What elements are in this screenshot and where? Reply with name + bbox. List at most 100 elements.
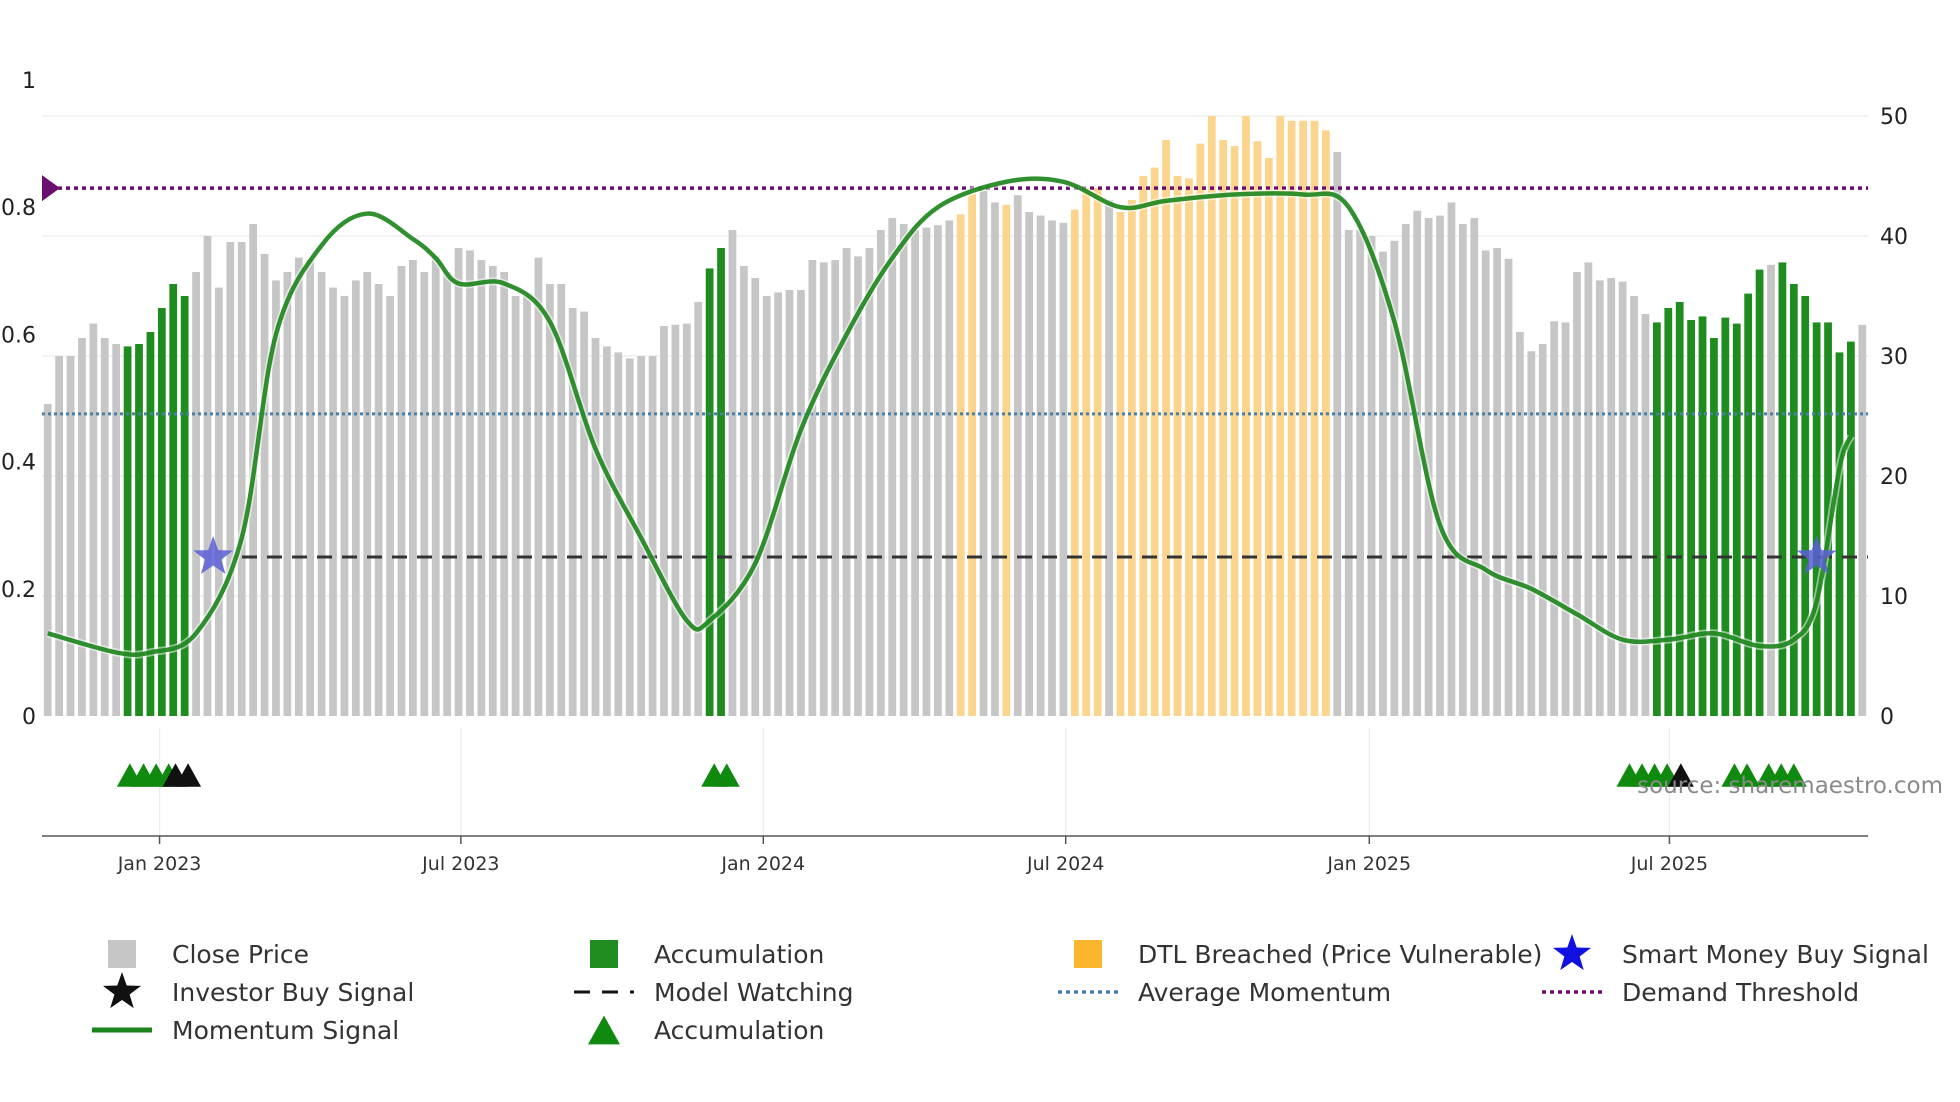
accumulation-bar (1835, 352, 1844, 716)
close-price-bar (1550, 321, 1559, 716)
close-price-bar (1379, 251, 1387, 716)
legend-swatch (102, 972, 142, 1009)
close-price-bar (1481, 250, 1490, 716)
accumulation-bar (1721, 317, 1730, 716)
dtl-breached-bar (1299, 120, 1307, 717)
close-price-bar (591, 338, 600, 716)
close-price-bar (1013, 195, 1022, 716)
accumulation-bar (1687, 320, 1695, 716)
close-price-bar (55, 356, 63, 716)
accumulation-bar (1744, 293, 1753, 716)
close-price-bar (477, 260, 486, 716)
close-price-bar (1344, 230, 1353, 716)
accumulation-bar (1755, 269, 1764, 716)
close-price-bar (603, 346, 611, 716)
close-price-bar (580, 311, 588, 716)
close-price-bar (420, 272, 429, 716)
close-price-bar (991, 202, 999, 716)
accumulation-bar (135, 344, 143, 716)
y-right-tick-label: 30 (1880, 345, 1908, 370)
dtl-breached-bar (1173, 176, 1182, 716)
close-price-bar (306, 260, 315, 716)
accumulation-bar (146, 332, 155, 716)
x-tick-label: Jan 2024 (720, 853, 805, 875)
close-price-bar (1493, 248, 1501, 716)
smart-money-buy-signal-marker (193, 536, 234, 574)
close-price-bar (682, 323, 691, 716)
legend-label: DTL Breached (Price Vulnerable) (1138, 940, 1542, 969)
legend-swatch (1074, 940, 1102, 968)
close-price-bar (797, 290, 805, 716)
close-price-bar (1618, 281, 1627, 716)
momentum-line (46, 174, 1855, 659)
dtl-breached-bar (1002, 204, 1011, 717)
close-price-bar (215, 287, 223, 716)
y-left-tick-label: 0.8 (1, 196, 36, 221)
close-price-bar (979, 190, 988, 716)
dtl-breached-bar (1310, 120, 1319, 717)
legend-label: Average Momentum (1138, 978, 1391, 1007)
legend-label: Accumulation (654, 1016, 824, 1045)
close-price-bar (66, 356, 75, 716)
close-price-bar (1367, 236, 1376, 716)
close-price-bar (1584, 262, 1593, 716)
close-price-bar (876, 230, 885, 716)
close-price-bar (1401, 224, 1410, 716)
legend-label: Demand Threshold (1622, 978, 1859, 1007)
momentum-signal-line (47, 176, 1853, 658)
close-price-bar (397, 266, 406, 716)
close-price-bar (625, 358, 634, 716)
dtl-breached-bar (1287, 120, 1296, 717)
close-price-bar (568, 308, 577, 716)
accumulation-bar (123, 346, 132, 716)
close-price-bar (431, 256, 440, 716)
dtl-breached-bar (1253, 141, 1262, 716)
close-price-bar (614, 352, 623, 716)
close-price-bar (1048, 220, 1056, 716)
legend-label: Investor Buy Signal (172, 978, 414, 1007)
close-price-bar (203, 236, 212, 716)
close-price-bar (340, 296, 349, 716)
dtl-breached-bar (1116, 212, 1125, 716)
dtl-breached-bar (1162, 140, 1171, 716)
close-price-bar (534, 257, 543, 716)
investor-buy-signal-marker (175, 763, 202, 787)
accumulation-bar (1732, 323, 1741, 716)
close-price-bar (329, 287, 337, 716)
close-price-bar (454, 248, 463, 716)
close-price-bar (1333, 152, 1342, 716)
accumulation-bar (169, 284, 178, 716)
close-price-bar (854, 256, 862, 716)
close-price-bar (557, 284, 566, 716)
close-price-bar (899, 224, 908, 716)
dtl-breached-bar (968, 194, 976, 716)
close-price-bar (785, 290, 794, 716)
close-price-bar (808, 260, 817, 716)
close-price-bar (1025, 212, 1034, 716)
dtl-breached-bar (1150, 167, 1159, 717)
close-price-bar (226, 242, 235, 716)
close-price-bar (751, 278, 760, 716)
close-price-bar (1858, 324, 1867, 716)
accumulation-marker (1780, 763, 1807, 787)
close-price-bar (100, 338, 109, 716)
close-price-bar (660, 326, 668, 716)
y-right-tick-label: 40 (1880, 225, 1908, 250)
close-price-bar (1504, 258, 1513, 716)
close-price-bar (409, 260, 417, 716)
close-price-bar (694, 302, 703, 716)
x-tick-label: Jan 2025 (1326, 853, 1411, 875)
close-price-bar (1607, 278, 1616, 716)
close-price-bar (1458, 224, 1467, 716)
accumulation-bar (1801, 296, 1810, 716)
close-price-bar (89, 323, 98, 716)
close-price-bar (43, 404, 52, 716)
close-price-bar (934, 225, 942, 716)
dtl-breached-bar (1185, 178, 1193, 716)
dtl-breached-bar (1128, 200, 1136, 716)
accumulation-bar (1675, 302, 1684, 716)
close-price-bar (283, 272, 292, 716)
close-price-bar (728, 230, 737, 716)
